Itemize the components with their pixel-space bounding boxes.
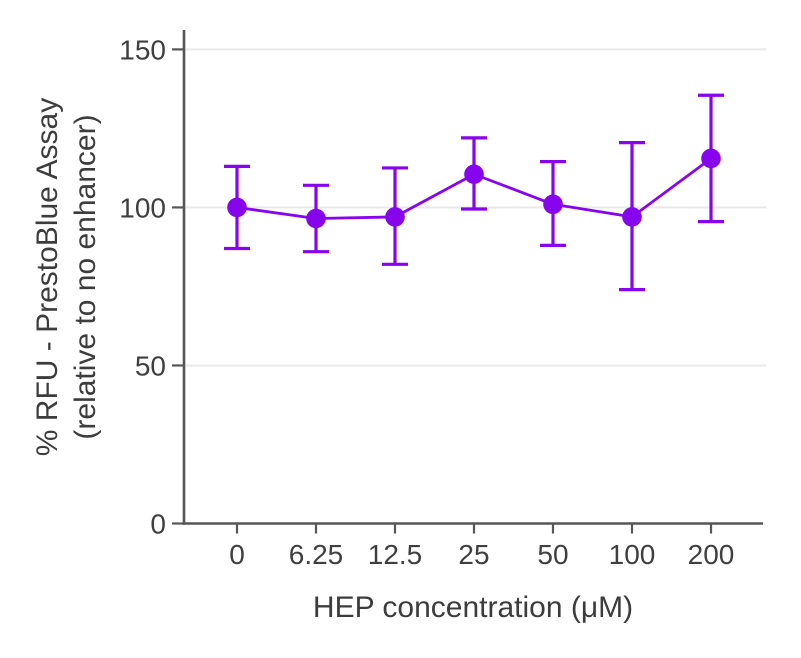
y-axis-title-line2: (relative to no enhancer) bbox=[69, 114, 102, 439]
x-tick-label-12.5: 12.5 bbox=[368, 539, 423, 570]
x-axis-title: HEP concentration (μM) bbox=[313, 591, 633, 624]
data-point-12.5 bbox=[385, 207, 405, 227]
data-point-6.25 bbox=[306, 208, 326, 229]
y-axis-title-line1: % RFU - PrestoBlue Assay bbox=[31, 98, 64, 456]
x-tick-label-50: 50 bbox=[537, 539, 568, 570]
data-point-0 bbox=[227, 197, 247, 218]
data-series bbox=[224, 93, 724, 292]
data-point-25 bbox=[464, 164, 484, 185]
x-tick-label-0: 0 bbox=[229, 539, 245, 570]
y-tick-label-100: 100 bbox=[119, 192, 166, 223]
x-tick-label-200: 200 bbox=[688, 539, 735, 570]
y-tick-label-50: 50 bbox=[135, 350, 166, 381]
x-tick-label-25: 25 bbox=[458, 539, 489, 570]
axes bbox=[172, 30, 763, 534]
y-tick-label-150: 150 bbox=[119, 34, 166, 65]
data-point-50 bbox=[543, 194, 563, 215]
x-tick-label-6.25: 6.25 bbox=[289, 539, 344, 570]
y-tick-label-0: 0 bbox=[150, 509, 166, 540]
x-tick-label-100: 100 bbox=[609, 539, 656, 570]
data-point-100 bbox=[622, 207, 642, 227]
tick-labels: 0 50 100 150 0 6.25 12.5 25 50 100 200 bbox=[119, 34, 734, 570]
data-point-200 bbox=[701, 148, 721, 169]
